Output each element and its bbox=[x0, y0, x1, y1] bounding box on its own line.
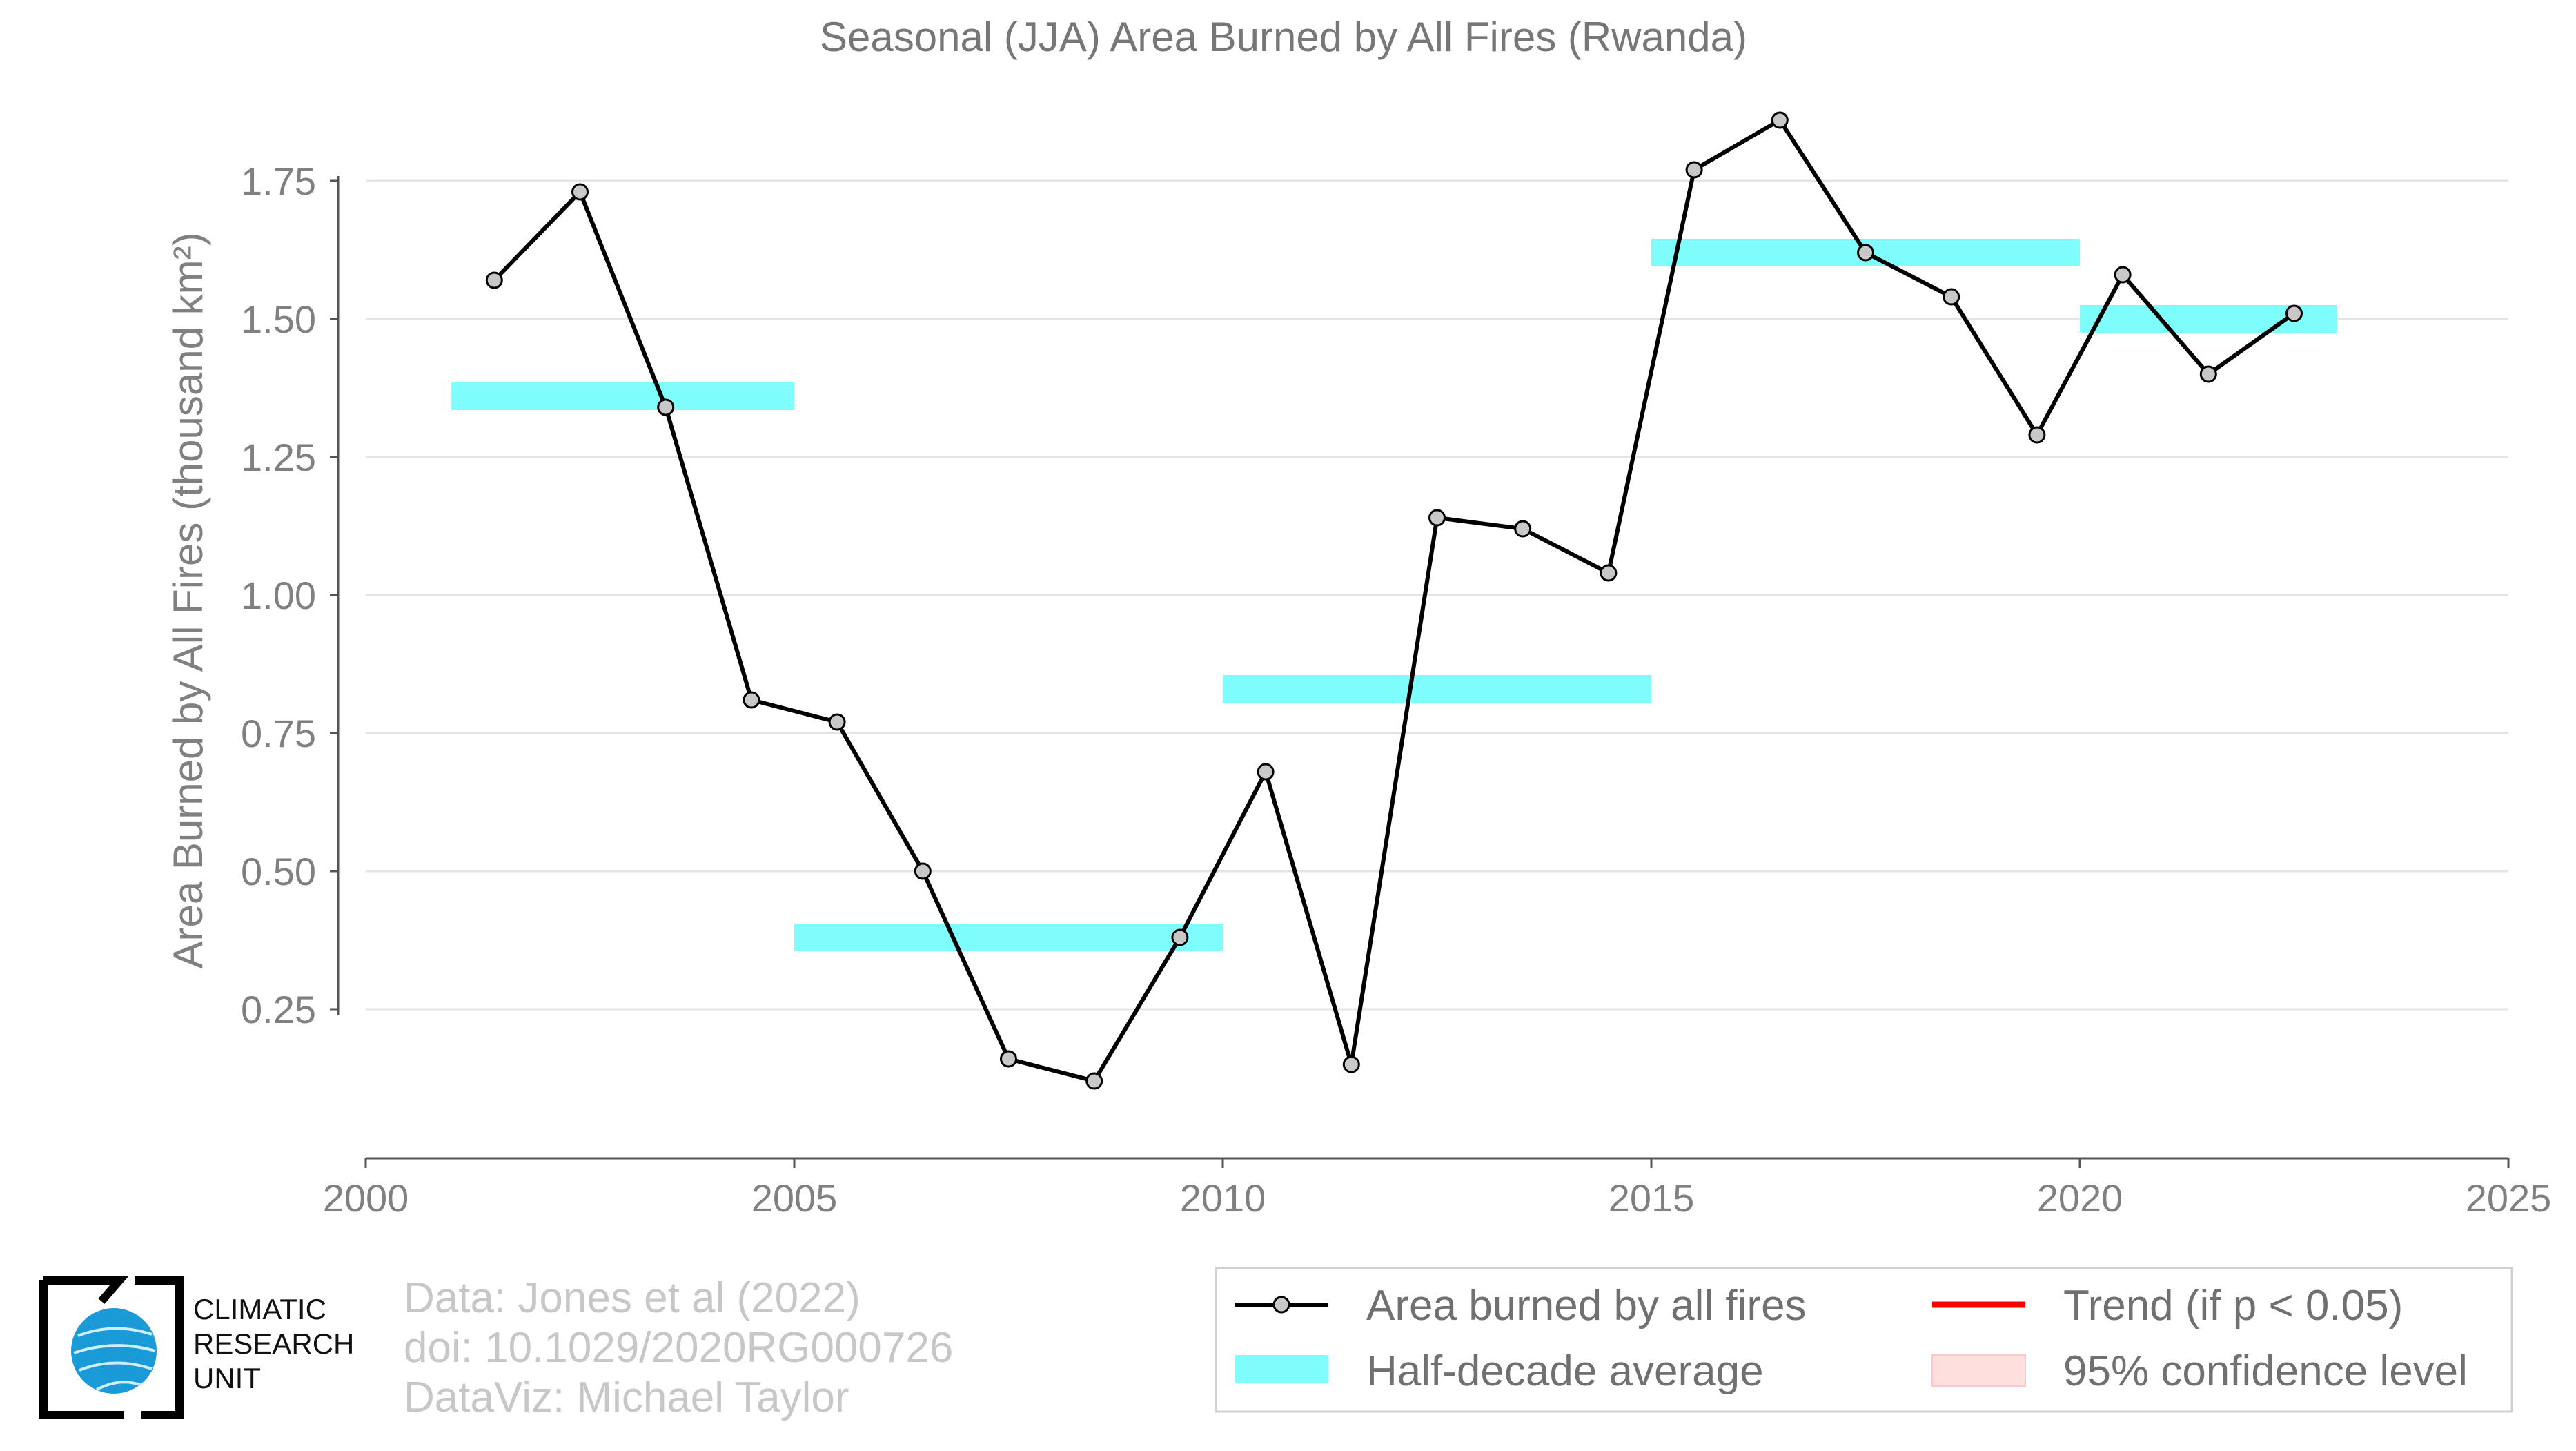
x-tick-label: 2000 bbox=[323, 1176, 409, 1220]
data-point bbox=[657, 398, 675, 416]
data-point bbox=[1000, 1050, 1017, 1068]
x-tick-label: 2020 bbox=[2037, 1176, 2123, 1220]
credit-data-source: Data: Jones et al (2022) bbox=[404, 1274, 861, 1322]
x-tick-label: 2010 bbox=[1180, 1176, 1266, 1220]
half-decade-bar bbox=[1223, 675, 1651, 703]
legend-item-confidence: 95% confidence level bbox=[1931, 1347, 2468, 1395]
data-point bbox=[2028, 426, 2046, 444]
y-tick-label: 0.75 bbox=[241, 712, 316, 755]
x-ticks: 2000 2005 2010 2015 2020 2025 bbox=[323, 1158, 2552, 1220]
legend-item-trend: Trend (if p < 0.05) bbox=[1932, 1282, 2403, 1330]
data-point bbox=[743, 691, 760, 709]
data-point bbox=[1857, 244, 1874, 262]
half-decade-bar bbox=[451, 382, 794, 410]
data-point bbox=[1685, 161, 1703, 179]
y-tick-label: 1.00 bbox=[241, 574, 316, 617]
y-tick-label: 0.25 bbox=[241, 988, 316, 1031]
data-point bbox=[1171, 928, 1189, 946]
data-point bbox=[828, 713, 846, 731]
y-ticks: 0.25 0.50 0.75 1.00 1.25 1.50 1.75 bbox=[241, 159, 338, 1031]
logo-frame bbox=[39, 1276, 184, 1419]
legend-label-trend: Trend (if p < 0.05) bbox=[2063, 1282, 2403, 1330]
data-credits: Data: Jones et al (2022) doi: 10.1029/20… bbox=[404, 1274, 953, 1423]
y-tick-label: 1.25 bbox=[241, 436, 316, 479]
credit-dataviz: DataViz: Michael Taylor bbox=[404, 1374, 849, 1421]
legend-marker-swatch bbox=[1272, 1296, 1290, 1314]
y-tick-label: 1.50 bbox=[241, 298, 316, 341]
data-point bbox=[1943, 288, 1960, 306]
x-tick-label: 2005 bbox=[751, 1176, 838, 1220]
globe-lines bbox=[73, 1327, 156, 1391]
series-area-burned bbox=[485, 111, 2303, 1090]
x-tick-label: 2015 bbox=[1609, 1176, 1695, 1220]
cru-line-1: CLIMATIC bbox=[193, 1293, 326, 1325]
half-decade-averages bbox=[451, 239, 2337, 951]
data-point bbox=[2114, 266, 2132, 284]
x-tick-label: 2025 bbox=[2466, 1176, 2552, 1220]
legend-frame bbox=[1215, 1267, 2513, 1413]
data-point bbox=[485, 271, 503, 289]
series-line bbox=[493, 118, 2296, 1083]
data-point bbox=[1514, 520, 1532, 538]
legend-label-half-decade: Half-decade average bbox=[1366, 1347, 1764, 1395]
data-point bbox=[914, 862, 932, 880]
legend-item-half-decade: Half-decade average bbox=[1235, 1347, 1764, 1395]
data-point bbox=[1085, 1072, 1103, 1090]
legend-half-decade-swatch bbox=[1235, 1355, 1328, 1383]
cru-line-3: UNIT bbox=[193, 1362, 261, 1394]
data-point bbox=[1771, 111, 1789, 129]
chart-title: Seasonal (JJA) Area Burned by All Fires … bbox=[820, 14, 1747, 60]
data-point bbox=[1428, 509, 1446, 527]
y-tick-label: 1.75 bbox=[241, 159, 316, 203]
data-point bbox=[1600, 564, 1618, 582]
legend-label-area-burned: Area burned by all fires bbox=[1366, 1282, 1807, 1330]
legend-confidence-swatch bbox=[1931, 1354, 2026, 1387]
legend: Area burned by all fires Trend (if p < 0… bbox=[1215, 1267, 2513, 1413]
cru-name: CLIMATIC RESEARCH UNIT bbox=[193, 1292, 354, 1396]
data-point bbox=[1257, 763, 1275, 781]
cru-line-2: RESEARCH bbox=[193, 1327, 355, 1360]
data-point bbox=[571, 183, 589, 201]
data-point bbox=[2199, 365, 2217, 383]
legend-item-area-burned: Area burned by all fires bbox=[1235, 1282, 1807, 1330]
y-tick-label: 0.50 bbox=[241, 850, 316, 893]
half-decade-bar bbox=[794, 924, 1223, 951]
data-point bbox=[2285, 304, 2303, 322]
legend-label-confidence: 95% confidence level bbox=[2063, 1347, 2468, 1395]
credit-doi: doi: 10.1029/2020RG000726 bbox=[404, 1324, 954, 1372]
cru-logo bbox=[39, 1276, 184, 1419]
data-point bbox=[1342, 1055, 1360, 1073]
y-axis-label: Area Burned by All Fires (thousand km²) bbox=[165, 232, 211, 968]
